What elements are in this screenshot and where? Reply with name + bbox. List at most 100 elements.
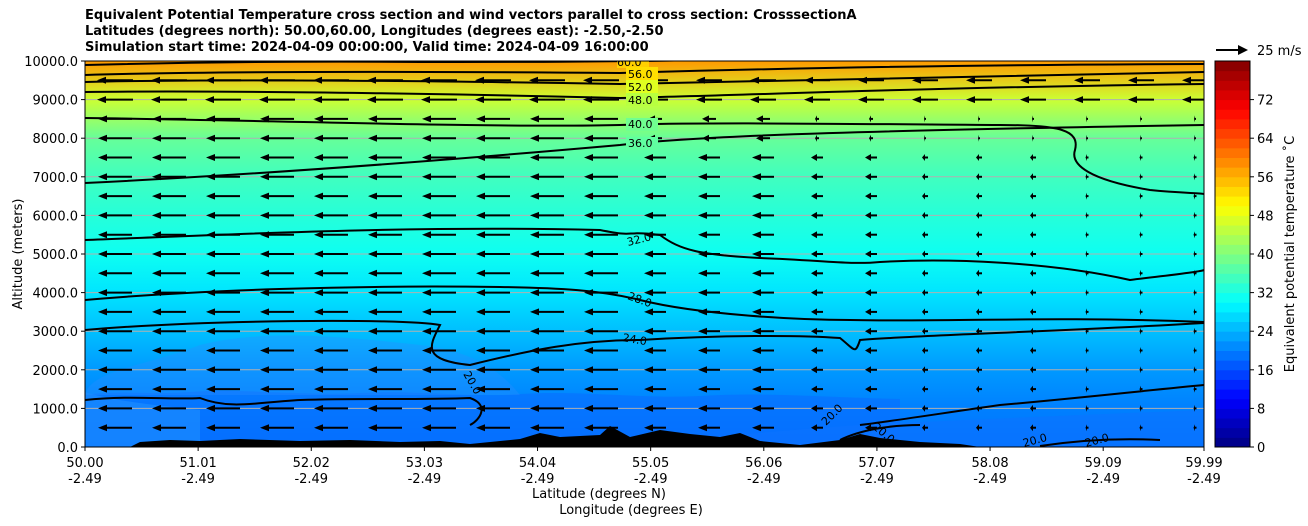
terrain — [130, 426, 980, 447]
wind-vector-arrow-icon — [1030, 154, 1033, 161]
wind-vector-arrow-icon — [698, 269, 707, 277]
wind-vector-arrow-icon — [698, 192, 707, 200]
wind-vector-arrow-icon — [976, 308, 979, 316]
contour-20b — [859, 384, 1204, 426]
wind-vector-arrow-icon — [702, 115, 709, 123]
wind-vector-arrow-icon — [1139, 192, 1141, 200]
wind-vector-arrow-icon — [475, 76, 484, 84]
wind-vector-arrow-icon — [314, 404, 323, 412]
wind-vector-arrow-icon — [1139, 366, 1141, 374]
wind-vector-arrow-icon — [696, 96, 705, 104]
wind-vector-arrow-icon — [584, 308, 593, 316]
wind-vector-arrow-icon — [422, 424, 431, 432]
colorbar-band — [1215, 254, 1250, 265]
wind-vector-arrow-icon — [1085, 424, 1087, 432]
wind-vector-arrow-icon — [260, 308, 269, 316]
wind-vector-arrow-icon — [644, 250, 653, 258]
wind-vector-arrow-icon — [98, 404, 107, 412]
wind-vector-arrow-icon — [976, 250, 979, 258]
wind-vector-arrow-icon — [752, 347, 761, 354]
wind-vector-arrow-icon — [260, 154, 269, 161]
wind-vector-arrow-icon — [476, 250, 485, 258]
wind-vector-arrow-icon — [314, 366, 323, 374]
wind-vector-arrow-icon — [260, 211, 269, 219]
wind-vector-arrow-icon — [644, 424, 653, 432]
wind-vector-arrow-icon — [530, 134, 539, 142]
wind-vector-arrow-icon — [976, 327, 979, 335]
wind-vector-arrow-icon — [1086, 115, 1087, 123]
wind-vector-arrow-icon — [421, 76, 430, 84]
wind-vector-arrow-icon — [151, 96, 160, 104]
wind-vector-arrow-icon — [752, 424, 761, 432]
wind-vector-arrow-icon — [1074, 76, 1083, 84]
wind-vector-arrow-icon — [368, 173, 377, 181]
wind-vector-arrow-icon — [584, 173, 593, 181]
x-tick-lon-7: -2.49 — [860, 472, 894, 487]
wind-vector-arrow-icon — [811, 424, 817, 432]
wind-vector-arrow-icon — [752, 385, 761, 393]
x-tick-lat-10: 59.99 — [1185, 456, 1222, 471]
wind-vector-arrow-icon — [206, 327, 215, 335]
wind-vector-arrow-icon — [476, 385, 485, 393]
wind-vector-arrow-icon — [260, 173, 269, 181]
wind-vector-arrow-icon — [530, 192, 539, 200]
x-tick-lon-1: -2.49 — [181, 472, 215, 487]
wind-vector-arrow-icon — [422, 327, 431, 335]
chart-title-line3: Simulation start time: 2024-04-09 00:00:… — [85, 40, 649, 55]
wind-vector-arrow-icon — [259, 96, 268, 104]
wind-vector-arrow-icon — [476, 366, 485, 374]
wind-vector-arrow-icon — [530, 308, 539, 316]
wind-vector-arrow-icon — [422, 366, 431, 374]
wind-vector-arrow-icon — [1030, 424, 1033, 432]
contour-56 — [85, 63, 1204, 76]
wind-vector-arrow-icon — [1032, 115, 1033, 123]
wind-vector-arrow-icon — [476, 308, 485, 316]
wind-vector-arrow-icon — [152, 231, 161, 239]
colorbar-band — [1215, 118, 1250, 130]
wind-vector-arrow-icon — [98, 192, 107, 200]
wind-vector-arrow-icon — [368, 385, 377, 393]
wind-vector-arrow-icon — [698, 385, 707, 393]
wind-vector-arrow-icon — [922, 231, 925, 239]
wind-vector-arrow-icon — [644, 385, 653, 393]
wind-vector-arrow-icon — [584, 134, 593, 142]
wind-vector-arrow-icon — [152, 385, 161, 393]
quiver-key-arrow-icon — [1238, 45, 1248, 55]
wind-vector-arrow-icon — [368, 154, 377, 161]
wind-vector-arrow-icon — [1030, 327, 1033, 335]
wind-vector-arrow-icon — [206, 404, 215, 412]
wind-vector-arrow-icon — [912, 96, 921, 104]
colorbar-band — [1215, 89, 1250, 101]
wind-vector-arrow-icon — [1030, 231, 1033, 239]
wind-vector-arrow-icon — [922, 327, 925, 335]
wind-vector-arrow-icon — [259, 76, 268, 84]
wind-vector-arrow-icon — [922, 154, 925, 161]
wind-vector-arrow-icon — [152, 250, 161, 258]
y-tick-label-6: 6000.0 — [33, 209, 79, 224]
wind-vector-arrow-icon — [1140, 134, 1141, 142]
wind-vector-arrow-icon — [152, 154, 161, 161]
wind-vector-arrow-icon — [1020, 96, 1029, 104]
wind-vectors — [97, 76, 1204, 432]
wind-vector-arrow-icon — [152, 115, 161, 123]
wind-vector-arrow-icon — [865, 211, 871, 219]
wind-vector-arrow-icon — [530, 173, 539, 181]
x-tick-lat-7: 57.07 — [858, 456, 895, 471]
wind-vector-arrow-icon — [1030, 173, 1033, 181]
x-tick-lon-8: -2.49 — [973, 472, 1007, 487]
colorbar-tick-label-7: 56 — [1257, 171, 1274, 186]
wind-vector-arrow-icon — [422, 250, 431, 258]
wind-vector-arrow-icon — [1030, 289, 1033, 297]
wind-vector-arrow-icon — [152, 211, 161, 219]
colorbar-label: Equivalent potential temperature ˚C — [1282, 136, 1298, 372]
wind-vector-arrow-icon — [98, 115, 107, 123]
wind-vector-arrow-icon — [752, 173, 761, 181]
y-tick-label-4: 4000.0 — [33, 287, 79, 302]
wind-vector-arrow-icon — [1085, 289, 1087, 297]
wind-vector-arrow-icon — [1139, 269, 1141, 277]
wind-vector-arrow-icon — [1193, 366, 1195, 374]
wind-vector-arrow-icon — [314, 231, 323, 239]
wind-vector-arrow-icon — [368, 231, 377, 239]
wind-vector-arrow-icon — [206, 366, 215, 374]
